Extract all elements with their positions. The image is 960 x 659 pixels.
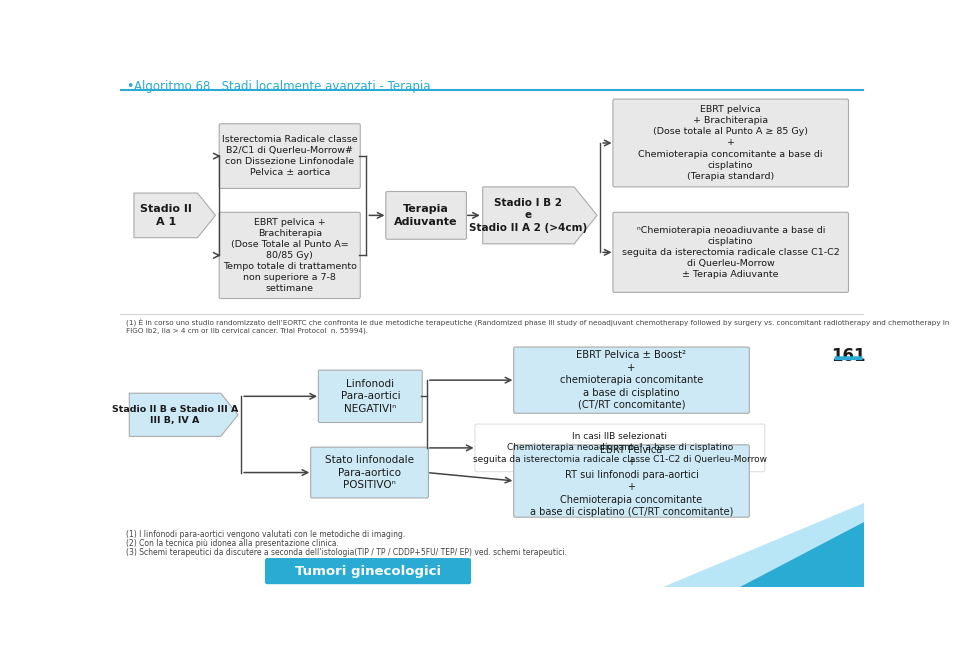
FancyBboxPatch shape <box>475 424 765 472</box>
Text: EBRT pelvica
+ Brachiterapia
(Dose totale al Punto A ≥ 85 Gy)
+
Chemioterapia co: EBRT pelvica + Brachiterapia (Dose total… <box>638 105 823 181</box>
Polygon shape <box>483 187 597 244</box>
Text: In casi IIB selezionati
Chemioterapia neoadiuvante³ a base di cisplatino
seguita: In casi IIB selezionati Chemioterapia ne… <box>473 432 767 463</box>
FancyBboxPatch shape <box>319 370 422 422</box>
Text: Stadio I B 2
e
Stadio II A 2 (>4cm): Stadio I B 2 e Stadio II A 2 (>4cm) <box>469 198 588 233</box>
Text: Stadio II
A 1: Stadio II A 1 <box>140 204 192 227</box>
Text: 161: 161 <box>831 347 866 365</box>
Text: Tumori ginecologici: Tumori ginecologici <box>295 565 441 577</box>
Text: (1) I linfonodi para-aortici vengono valutati con le metodiche di imaging.: (1) I linfonodi para-aortici vengono val… <box>126 530 405 538</box>
Polygon shape <box>740 522 864 587</box>
Text: Linfonodi
Para-aortici
NEGATIVIⁿ: Linfonodi Para-aortici NEGATIVIⁿ <box>341 379 400 414</box>
Text: Algoritmo 68.  Stadi localmente avanzati - Terapia: Algoritmo 68. Stadi localmente avanzati … <box>134 80 430 94</box>
Text: EBRT pelvica +
Brachiterapia
(Dose Totale al Punto A=
80/85 Gy)
Tempo totale di : EBRT pelvica + Brachiterapia (Dose Total… <box>223 217 357 293</box>
FancyBboxPatch shape <box>514 445 750 517</box>
FancyBboxPatch shape <box>265 558 471 584</box>
Text: EBRT Pelvica
+
RT sui linfonodi para-aortici
+
Chemioterapia concomitante
a base: EBRT Pelvica + RT sui linfonodi para-aor… <box>530 445 733 517</box>
Polygon shape <box>662 503 864 587</box>
FancyBboxPatch shape <box>612 99 849 187</box>
FancyBboxPatch shape <box>612 212 849 293</box>
FancyBboxPatch shape <box>219 212 360 299</box>
FancyBboxPatch shape <box>311 447 428 498</box>
Polygon shape <box>130 393 238 436</box>
Text: Stato linfonodale
Para-aortico
POSITIVOⁿ: Stato linfonodale Para-aortico POSITIVOⁿ <box>325 455 414 490</box>
Text: (3) Schemi terapeutici da discutere a seconda dell’istologia(TIP / TP / CDDP+5FU: (3) Schemi terapeutici da discutere a se… <box>126 548 567 557</box>
Text: •: • <box>126 80 133 94</box>
Text: ⁿChemioterapia neoadiuvante a base di
cisplatino
seguita da isterectomia radical: ⁿChemioterapia neoadiuvante a base di ci… <box>622 225 840 279</box>
Text: Stadio II B e Stadio III A
III B, IV A: Stadio II B e Stadio III A III B, IV A <box>111 405 238 425</box>
Polygon shape <box>134 193 215 238</box>
FancyBboxPatch shape <box>514 347 750 413</box>
Text: Isterectomia Radicale classe
B2/C1 di Querleu-Morrow#
con Dissezione Linfonodale: Isterectomia Radicale classe B2/C1 di Qu… <box>222 135 357 177</box>
FancyBboxPatch shape <box>219 124 360 188</box>
FancyBboxPatch shape <box>834 357 862 360</box>
FancyBboxPatch shape <box>386 192 467 239</box>
Text: (2) Con la tecnica più idonea alla presentazione clinica.: (2) Con la tecnica più idonea alla prese… <box>126 539 339 548</box>
Text: Terapia
Adiuvante: Terapia Adiuvante <box>395 204 458 227</box>
Text: EBRT Pelvica ± Boost²
+
chemioterapia concomitante
a base di cisplatino
(CT/RT c: EBRT Pelvica ± Boost² + chemioterapia co… <box>560 351 703 410</box>
Text: (1) È in corso uno studio randomizzato dell’EORTC che confronta le due metodiche: (1) È in corso uno studio randomizzato d… <box>126 318 949 334</box>
